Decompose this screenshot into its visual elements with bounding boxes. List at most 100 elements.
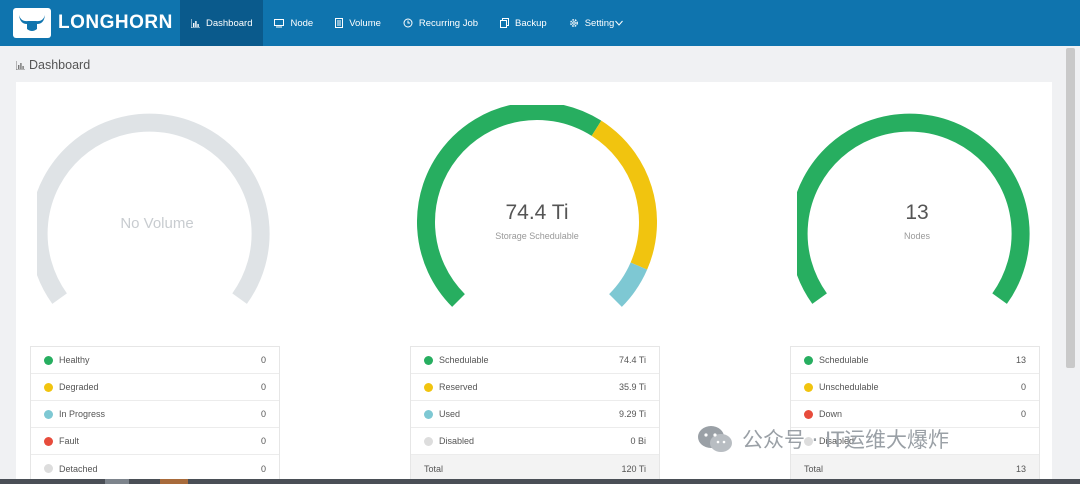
legend-row-in-progress[interactable]: In Progress 0: [31, 401, 279, 428]
status-dot-icon: [424, 409, 433, 419]
legend-label: Total: [804, 463, 824, 474]
volume-gauge: No Volume: [29, 105, 277, 310]
top-navbar: LONGHORN Dashboard Node Volume Recurring…: [0, 0, 1080, 46]
vertical-scrollbar[interactable]: [1066, 48, 1075, 368]
schedulable-arc: [417, 102, 602, 307]
legend-row-disabled[interactable]: Disabled: [791, 428, 1039, 455]
status-dot-icon: [804, 355, 813, 365]
legend-label: Schedulable: [819, 355, 869, 365]
volume-legend: Healthy 0 Degraded 0 In Progress 0 Fault 0 D…: [30, 346, 280, 483]
nodes-gauge-chart: [789, 113, 1030, 304]
disk-icon: [335, 18, 344, 28]
legend-value: 120 Ti: [621, 463, 646, 474]
storage-legend: Schedulable 74.4 Ti Reserved 35.9 Ti Used 9…: [410, 346, 660, 483]
nodes-gauge: 13 Nodes: [789, 105, 1037, 310]
bar-chart-icon: [191, 18, 200, 28]
nav-label: Recurring Job: [418, 17, 479, 29]
legend-row-healthy[interactable]: Healthy 0: [31, 347, 279, 374]
legend-value: 0: [1020, 409, 1026, 419]
legend-label: Detached: [59, 463, 98, 474]
legend-value: 74.4 Ti: [618, 355, 646, 365]
status-dot-icon: [44, 409, 53, 419]
status-dot-icon: [424, 436, 433, 446]
legend-label: Schedulable: [439, 355, 489, 365]
nav-label: Node: [290, 17, 314, 29]
legend-label: Degraded: [59, 382, 99, 392]
legend-row-down[interactable]: Down 0: [791, 401, 1039, 428]
bar-chart-icon: [16, 60, 25, 70]
legend-row-total: Total 120 Ti: [411, 455, 659, 482]
legend-label: Disabled: [819, 436, 855, 446]
legend-row-schedulable[interactable]: Schedulable 74.4 Ti: [411, 347, 659, 374]
legend-row-fault[interactable]: Fault 0: [31, 428, 279, 455]
page-title-text: Dashboard: [29, 58, 91, 72]
legend-value: 0 Bi: [630, 436, 646, 446]
clock-icon: [403, 18, 413, 28]
nav-backup[interactable]: Backup: [489, 0, 558, 46]
legend-value: 35.9 Ti: [618, 382, 646, 392]
storage-gauge-label: Storage Schedulable: [495, 231, 579, 241]
no-volume-text: No Volume: [120, 215, 194, 232]
app-logo[interactable]: LONGHORN: [13, 8, 173, 38]
backup-icon: [500, 18, 510, 28]
legend-row-detached[interactable]: Detached 0: [31, 455, 279, 482]
legend-label: Disabled: [439, 436, 475, 446]
legend-value: 0: [260, 409, 266, 419]
nav-volume[interactable]: Volume: [324, 0, 392, 46]
app-logo-text: LONGHORN: [58, 12, 173, 33]
status-dot-icon: [44, 355, 53, 365]
nav-node[interactable]: Node: [263, 0, 324, 46]
legend-label: Fault: [59, 436, 80, 446]
reserved-arc: [591, 120, 657, 270]
legend-label: Healthy: [59, 355, 90, 365]
watermark-text: 公众号 · IT运维大爆炸: [742, 428, 950, 452]
status-dot-icon: [804, 382, 813, 392]
status-dot-icon: [424, 382, 433, 392]
legend-row-reserved[interactable]: Reserved 35.9 Ti: [411, 374, 659, 401]
nav-label: Volume: [349, 17, 381, 29]
page-title: Dashboard: [16, 58, 90, 72]
legend-row-used[interactable]: Used 9.29 Ti: [411, 401, 659, 428]
os-taskbar: [0, 479, 1080, 484]
nodes-legend: Schedulable 13 Unschedulable 0 Down 0 Disab…: [790, 346, 1040, 483]
legend-value: 9.29 Ti: [618, 409, 646, 419]
nav-dashboard[interactable]: Dashboard: [180, 0, 264, 46]
nav-label: Backup: [515, 17, 547, 29]
storage-gauge: 74.4 Ti Storage Schedulable: [417, 102, 657, 310]
nav-recurring-job[interactable]: Recurring Job: [392, 0, 489, 46]
nav-setting[interactable]: Setting: [558, 0, 635, 46]
legend-value: 13: [1015, 463, 1026, 474]
legend-value: 0: [260, 355, 266, 365]
monitor-icon: [274, 18, 285, 27]
nodes-gauge-value: 13: [905, 201, 929, 224]
legend-row-schedulable[interactable]: Schedulable 13: [791, 347, 1039, 374]
taskbar-app-button[interactable]: [160, 479, 188, 484]
nodes-gauge-arc: [789, 113, 1030, 304]
legend-row-degraded[interactable]: Degraded 0: [31, 374, 279, 401]
legend-row-total: Total 13: [791, 455, 1039, 482]
main-nav: Dashboard Node Volume Recurring Job Back…: [180, 0, 634, 46]
legend-label: Used: [439, 409, 461, 419]
status-dot-icon: [804, 436, 813, 446]
volume-gauge-chart: [29, 113, 270, 304]
legend-label: Total: [424, 463, 444, 474]
legend-label: Down: [819, 409, 843, 419]
status-dot-icon: [44, 382, 53, 392]
status-dot-icon: [424, 355, 433, 365]
legend-label: Reserved: [439, 382, 478, 392]
legend-row-disabled[interactable]: Disabled 0 Bi: [411, 428, 659, 455]
status-dot-icon: [804, 409, 813, 419]
legend-row-unschedulable[interactable]: Unschedulable 0: [791, 374, 1039, 401]
gear-icon: [569, 19, 578, 27]
nav-label: Setting: [584, 17, 615, 29]
legend-value: 0: [260, 463, 266, 474]
longhorn-logo-icon: [13, 8, 51, 38]
storage-gauge-value: 74.4 Ti: [505, 201, 569, 224]
taskbar-app-button[interactable]: [105, 479, 129, 484]
volume-gauge-track: [29, 113, 270, 304]
legend-value: 0: [260, 382, 266, 392]
nav-label: Dashboard: [206, 17, 253, 29]
legend-label: Unschedulable: [819, 382, 879, 392]
wechat-icon: [698, 426, 732, 452]
status-dot-icon: [44, 436, 53, 446]
